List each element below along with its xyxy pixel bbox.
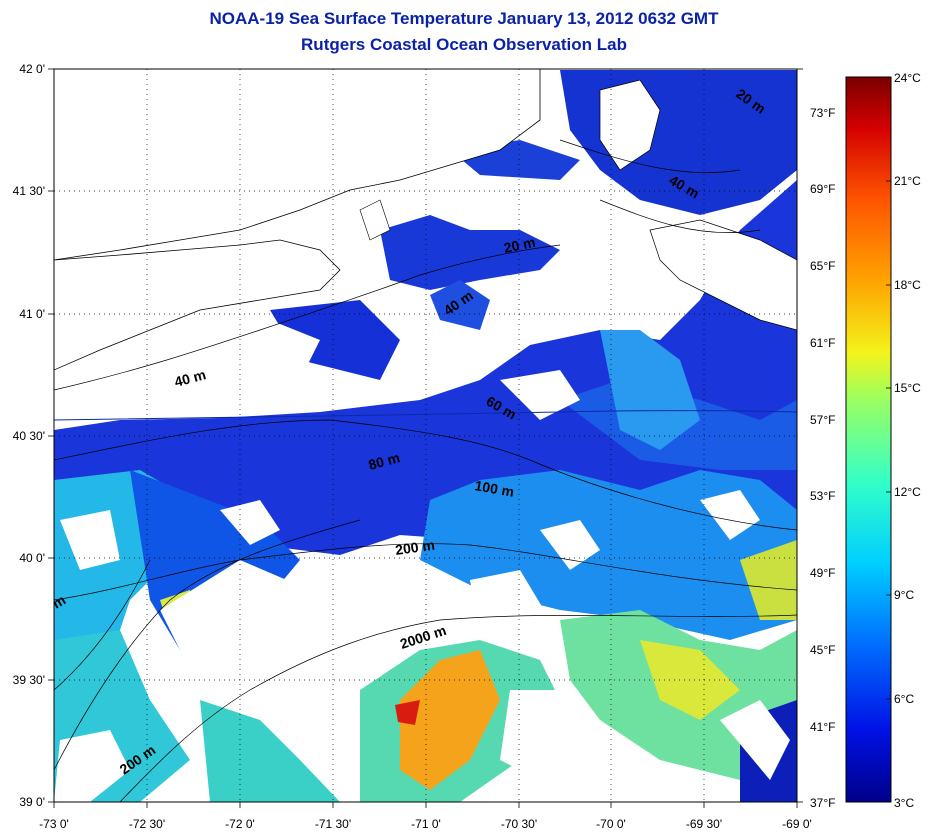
lat-label: 42 0' (19, 62, 45, 76)
lon-label: -70 0' (596, 817, 626, 831)
lat-label: 41 0' (19, 307, 45, 321)
map-subtitle: Rutgers Coastal Ocean Observation Lab (301, 35, 627, 54)
isobath-label: 40 m (173, 366, 208, 390)
lat-label: 39 30' (13, 673, 45, 687)
map-frame (53, 68, 798, 803)
lat-label: 40 30' (13, 429, 45, 443)
c-label: 3°C (894, 796, 914, 810)
lat-ticks (48, 68, 803, 803)
lon-label: -73 0' (39, 817, 69, 831)
isobath-label: 20 m (502, 234, 537, 256)
lon-ticks (53, 802, 798, 808)
c-label: 15°C (894, 381, 921, 395)
lon-label: -72 30' (129, 817, 165, 831)
map-title: NOAA-19 Sea Surface Temperature January … (209, 9, 719, 28)
colorbar: 24°C 21°C 18°C 15°C 12°C 9°C 6°C 3°C (845, 71, 921, 810)
isobath-label: 200 m (394, 537, 436, 558)
c-label: 18°C (894, 278, 921, 292)
f-label: 45°F (810, 643, 835, 657)
c-label: 21°C (894, 174, 921, 188)
isobath-label: 100 m (473, 477, 515, 500)
lat-label: 40 0' (19, 551, 45, 565)
celsius-labels: 24°C 21°C 18°C 15°C 12°C 9°C 6°C 3°C (894, 71, 921, 810)
map-area: 20 m 40 m 40 m 20 m 40 m 60 m 80 m 100 m… (54, 69, 797, 802)
c-label: 24°C (894, 71, 921, 85)
lon-label: -71 0' (411, 817, 441, 831)
f-label: 53°F (810, 489, 835, 503)
c-label: 12°C (894, 485, 921, 499)
lon-labels: -73 0' -72 30' -72 0' -71 30' -71 0' -70… (39, 817, 812, 831)
colorbar-ticks (886, 180, 891, 700)
lat-label: 39 0' (19, 795, 45, 809)
c-label: 6°C (894, 692, 914, 706)
lat-label: 41 30' (13, 184, 45, 198)
f-label: 37°F (810, 796, 835, 810)
lon-label: -69 30' (686, 817, 722, 831)
lon-label: -70 30' (501, 817, 537, 831)
f-label: 49°F (810, 566, 835, 580)
fahrenheit-labels: 73°F 69°F 65°F 61°F 57°F 53°F 49°F 45°F … (810, 106, 835, 810)
f-label: 65°F (810, 259, 835, 273)
lon-label: -71 30' (315, 817, 351, 831)
lat-labels: 42 0' 41 30' 41 0' 40 30' 40 0' 39 30' 3… (13, 62, 45, 809)
lon-label: -72 0' (225, 817, 255, 831)
f-label: 73°F (810, 106, 835, 120)
colorbar-gradient (845, 76, 892, 803)
f-label: 61°F (810, 336, 835, 350)
isobath-label: 80 m (367, 449, 402, 473)
lon-label: -69 0' (782, 817, 812, 831)
f-label: 69°F (810, 182, 835, 196)
c-label: 9°C (894, 588, 914, 602)
land (54, 69, 797, 371)
graticule (54, 69, 797, 802)
cloud-mask (54, 320, 790, 802)
f-label: 41°F (810, 720, 835, 734)
f-label: 57°F (810, 413, 835, 427)
